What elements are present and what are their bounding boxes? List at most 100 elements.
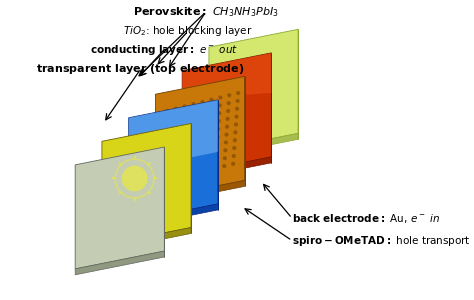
Circle shape: [182, 120, 186, 124]
Circle shape: [191, 110, 195, 114]
Circle shape: [218, 103, 222, 107]
Circle shape: [199, 116, 203, 120]
Circle shape: [188, 149, 192, 153]
Circle shape: [210, 98, 213, 102]
Polygon shape: [209, 29, 298, 151]
Circle shape: [191, 102, 196, 106]
Circle shape: [169, 177, 173, 182]
Circle shape: [186, 173, 191, 177]
Circle shape: [198, 131, 202, 136]
Circle shape: [199, 124, 203, 128]
Circle shape: [205, 153, 210, 157]
Circle shape: [224, 133, 228, 137]
PathPatch shape: [155, 76, 245, 198]
Text: $\bf{Perovskite:}$ $CH_3NH_3PbI_3$: $\bf{Perovskite:}$ $CH_3NH_3PbI_3$: [133, 5, 279, 19]
Polygon shape: [155, 180, 245, 204]
Circle shape: [200, 108, 204, 112]
Circle shape: [208, 113, 212, 118]
Circle shape: [223, 148, 228, 152]
Circle shape: [170, 162, 174, 166]
Circle shape: [163, 140, 167, 144]
Circle shape: [227, 101, 231, 105]
Circle shape: [207, 129, 211, 133]
Circle shape: [181, 128, 185, 132]
Circle shape: [173, 122, 177, 127]
Polygon shape: [75, 251, 164, 275]
Circle shape: [206, 145, 210, 149]
Circle shape: [235, 107, 239, 111]
Text: $TiO_2$: hole blocking layer: $TiO_2$: hole blocking layer: [123, 24, 253, 38]
Circle shape: [225, 124, 229, 129]
Circle shape: [205, 160, 209, 165]
Circle shape: [163, 132, 167, 137]
Circle shape: [226, 117, 230, 121]
Circle shape: [226, 109, 230, 113]
Circle shape: [236, 91, 240, 95]
Polygon shape: [102, 124, 191, 245]
Circle shape: [172, 138, 175, 142]
Circle shape: [173, 106, 178, 111]
Circle shape: [207, 137, 211, 141]
Circle shape: [227, 93, 231, 98]
Circle shape: [165, 109, 169, 113]
Circle shape: [195, 171, 200, 175]
Circle shape: [187, 165, 191, 169]
Circle shape: [160, 179, 164, 184]
Circle shape: [213, 166, 218, 170]
Circle shape: [190, 126, 194, 130]
Circle shape: [198, 139, 202, 143]
Circle shape: [191, 118, 194, 122]
Circle shape: [182, 112, 186, 116]
Circle shape: [218, 95, 222, 100]
Circle shape: [188, 157, 192, 161]
Circle shape: [178, 175, 182, 179]
Circle shape: [216, 127, 220, 131]
Circle shape: [180, 144, 184, 148]
Circle shape: [217, 119, 221, 123]
Circle shape: [172, 130, 176, 134]
Circle shape: [122, 166, 147, 191]
Circle shape: [233, 130, 237, 134]
Circle shape: [222, 164, 227, 168]
Circle shape: [214, 150, 219, 155]
Circle shape: [232, 146, 237, 150]
Circle shape: [215, 142, 219, 147]
Circle shape: [197, 155, 201, 159]
Polygon shape: [128, 100, 218, 222]
Circle shape: [201, 100, 205, 104]
Polygon shape: [128, 204, 218, 228]
Circle shape: [224, 140, 228, 145]
Text: $\bf{conducting\ layer:}$ $e^-$ $\it{out}$: $\bf{conducting\ layer:}$ $e^-$ $\it{out…: [91, 43, 238, 56]
Polygon shape: [102, 227, 191, 251]
Circle shape: [197, 147, 201, 151]
Circle shape: [209, 106, 213, 110]
Circle shape: [179, 159, 183, 164]
Circle shape: [160, 172, 164, 176]
Circle shape: [232, 154, 236, 158]
Circle shape: [182, 104, 187, 109]
Polygon shape: [182, 53, 271, 99]
Polygon shape: [209, 134, 298, 157]
Circle shape: [235, 115, 238, 119]
Circle shape: [179, 152, 183, 156]
Circle shape: [170, 154, 174, 158]
Text: $\bf{back\ electrode:}$ Au, $e^-$ $\it{in}$: $\bf{back\ electrode:}$ Au, $e^-$ $\it{i…: [292, 212, 440, 225]
Polygon shape: [182, 53, 271, 175]
Circle shape: [223, 156, 227, 160]
Circle shape: [181, 136, 184, 140]
Circle shape: [162, 156, 165, 160]
Polygon shape: [182, 157, 271, 181]
Circle shape: [162, 148, 166, 152]
Circle shape: [189, 141, 193, 146]
Circle shape: [164, 124, 168, 129]
Circle shape: [214, 158, 218, 163]
Polygon shape: [155, 76, 245, 198]
Circle shape: [178, 167, 182, 171]
Circle shape: [161, 164, 165, 168]
Circle shape: [171, 146, 175, 150]
Circle shape: [173, 114, 177, 118]
Circle shape: [216, 135, 219, 139]
Circle shape: [231, 162, 235, 166]
Text: $\bf{spiro-OMeTAD:}$ hole transport: $\bf{spiro-OMeTAD:}$ hole transport: [292, 234, 471, 248]
Polygon shape: [128, 100, 218, 170]
